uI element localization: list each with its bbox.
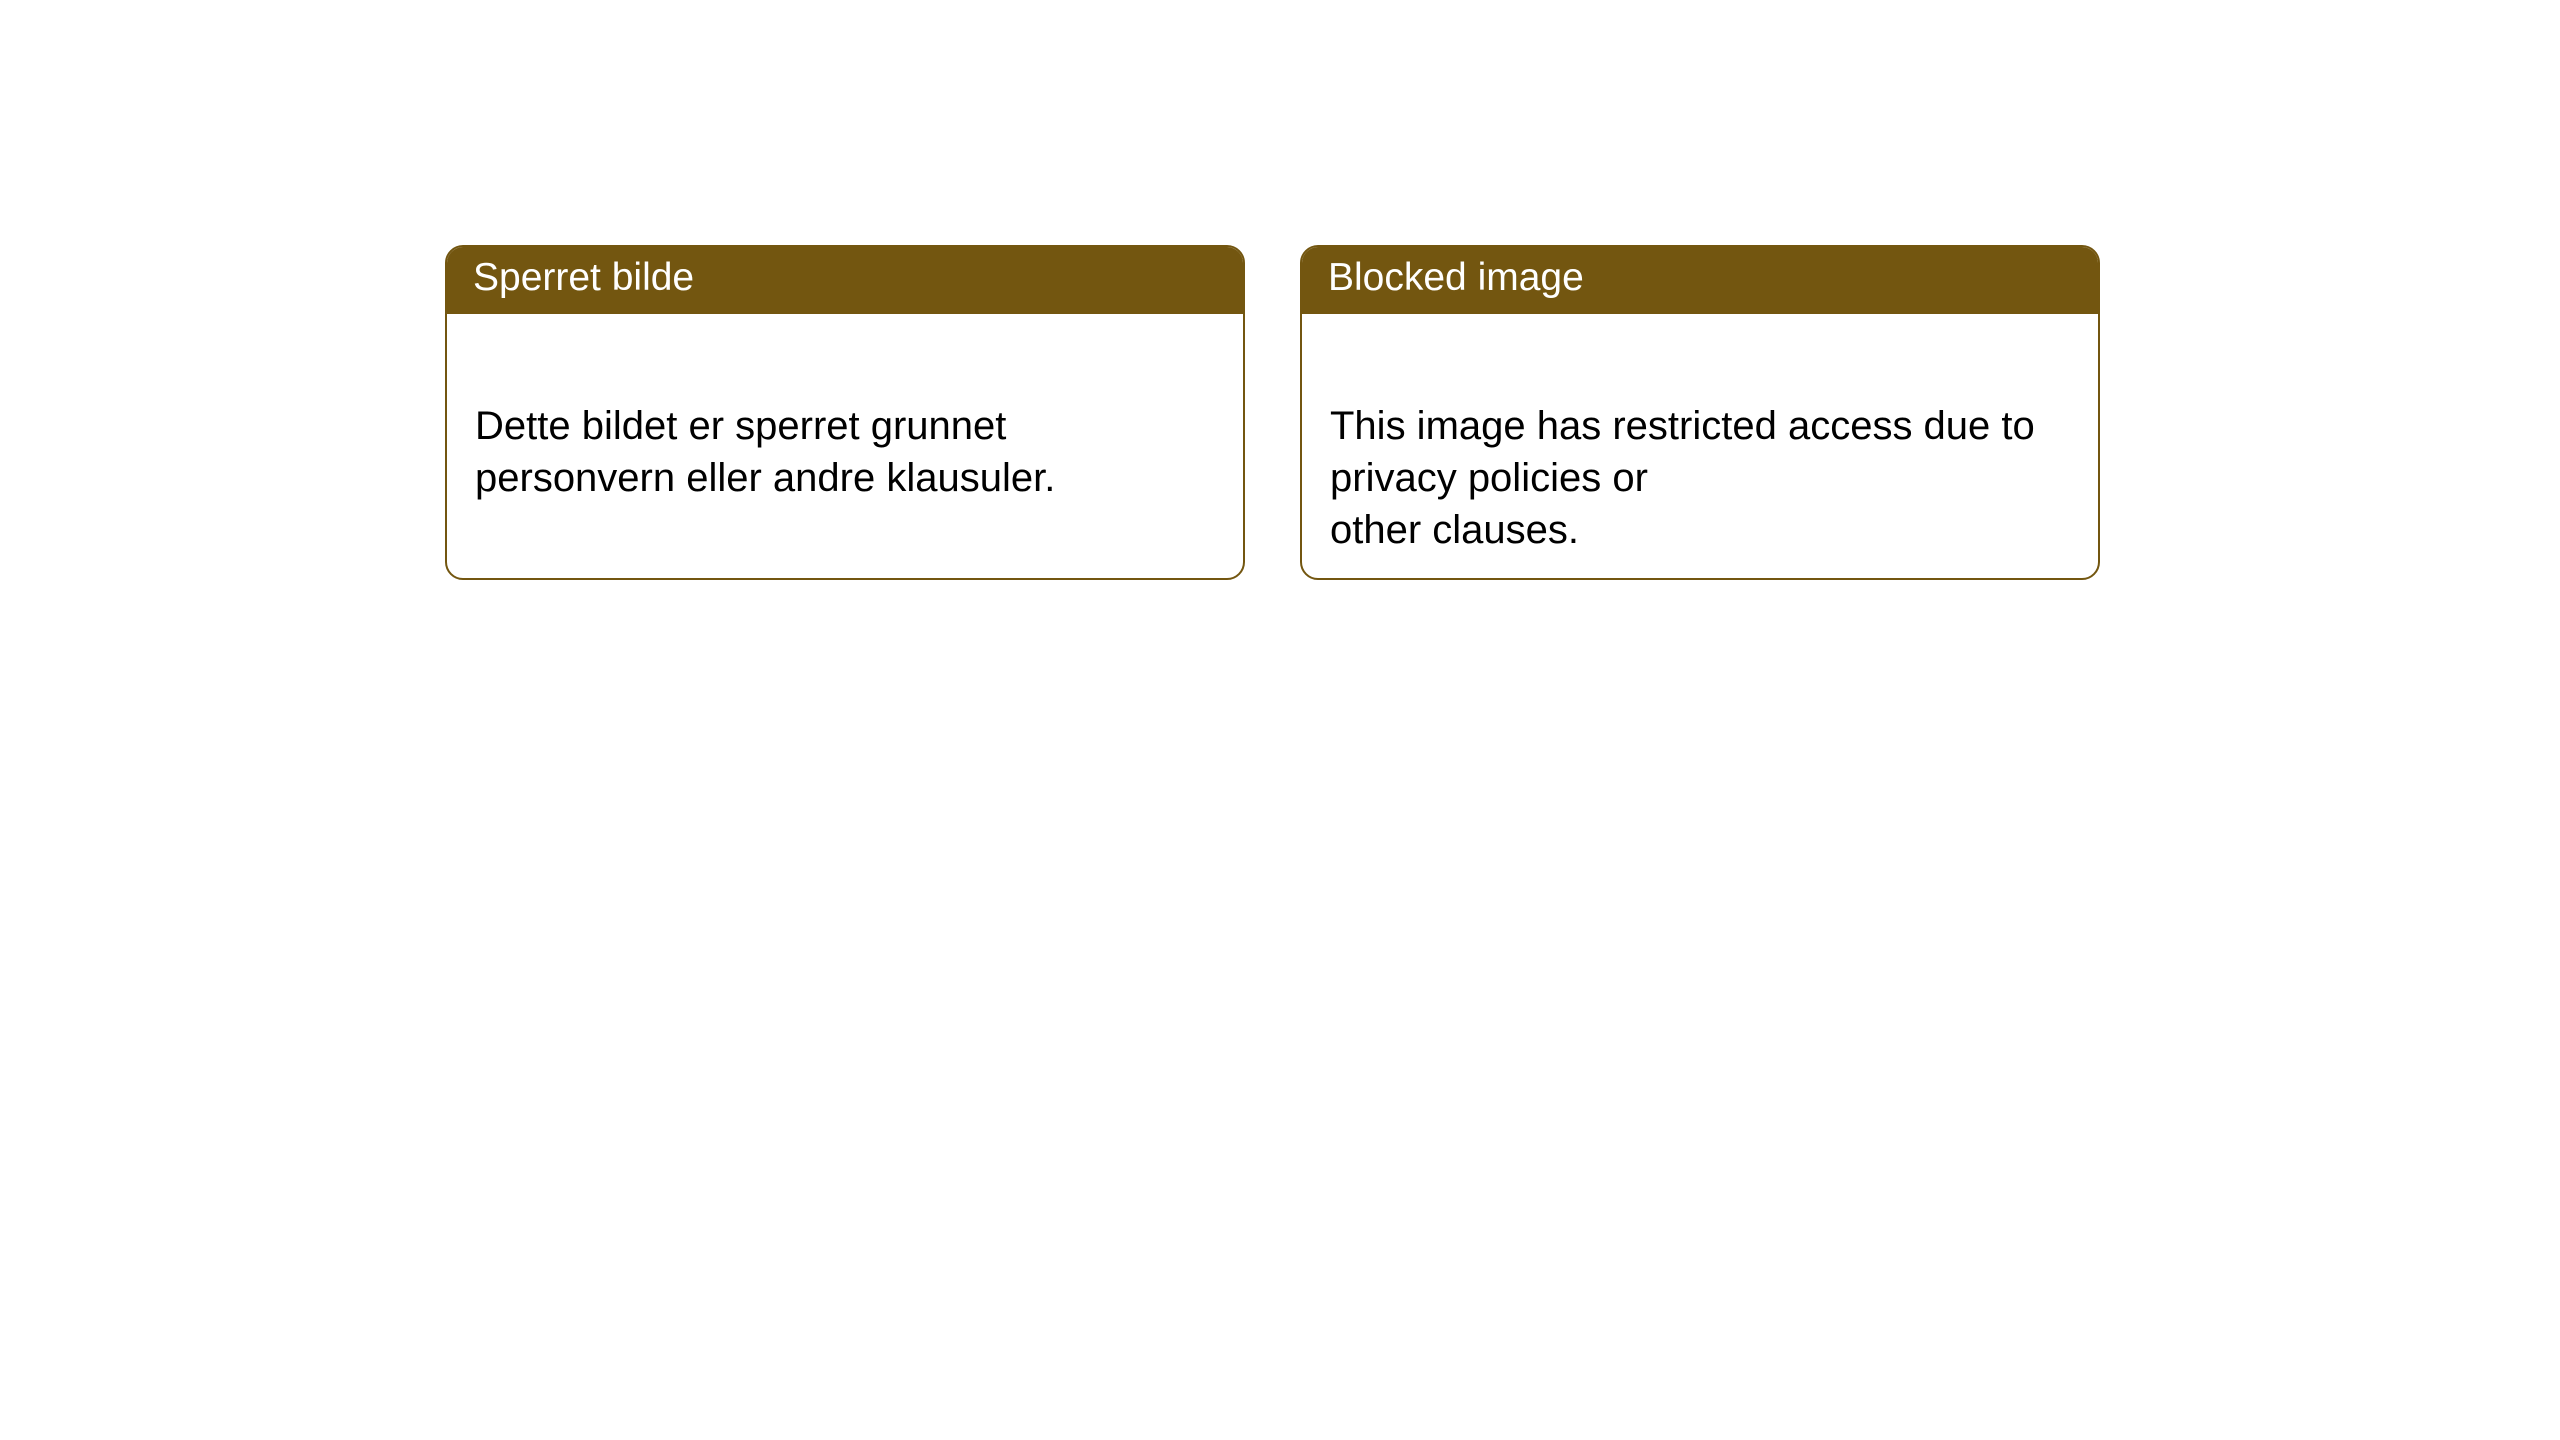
notice-text-no: Dette bildet er sperret grunnet personve… [475,404,1055,500]
notice-header-no: Sperret bilde [447,247,1243,314]
notice-body-no: Dette bildet er sperret grunnet personve… [447,314,1243,532]
notice-text-en: This image has restricted access due to … [1330,404,2035,552]
notice-container: Sperret bilde Dette bildet er sperret gr… [0,0,2560,580]
notice-title-no: Sperret bilde [473,256,694,299]
notice-card-no: Sperret bilde Dette bildet er sperret gr… [445,245,1245,580]
notice-header-en: Blocked image [1302,247,2098,314]
notice-title-en: Blocked image [1328,256,1584,299]
notice-body-en: This image has restricted access due to … [1302,314,2098,580]
notice-card-en: Blocked image This image has restricted … [1300,245,2100,580]
